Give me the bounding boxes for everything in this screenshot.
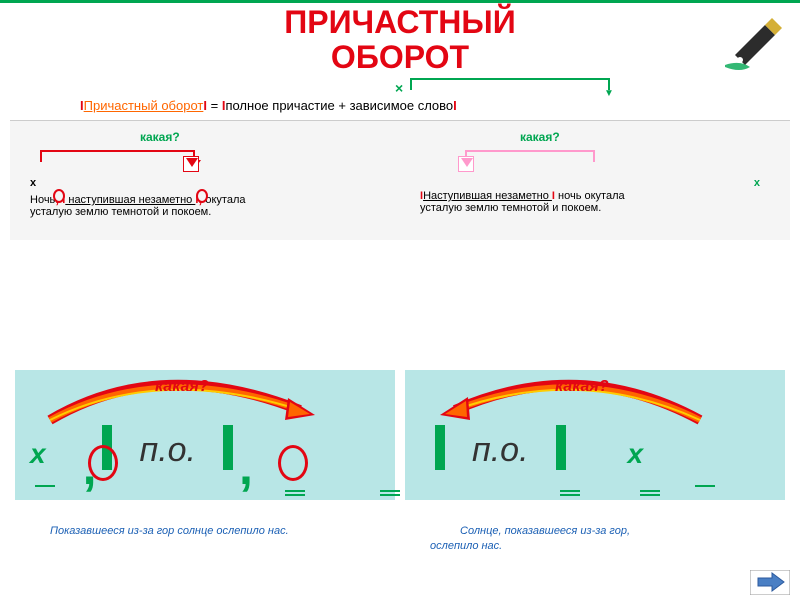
bottom-sentence-left: Показавшееся из-за гор солнце ослепило н… xyxy=(50,525,289,537)
example-right-line2: усталую землю темнотой и покоем. xyxy=(420,202,601,214)
diagram-left-content: x , п.о. , xyxy=(30,425,253,470)
example-left-x: x xyxy=(30,177,36,189)
formula-x-mark: × xyxy=(395,80,403,96)
example-right-post: ночь окутала xyxy=(555,190,625,202)
formula-row: IПричастный оборотI = Iполное причастие … xyxy=(80,98,457,113)
formula-left-text: Причастный оборот xyxy=(84,98,204,113)
example-right-bracket xyxy=(465,150,595,162)
bottom-sentence-right-1: Солнце, показавшееся из-за гор, xyxy=(460,525,630,537)
diagram-left-po: п.о. xyxy=(139,431,196,470)
example-right-arrow-inner xyxy=(461,158,473,167)
title-line2: ОБОРОТ xyxy=(331,39,469,75)
diagram-right-po: п.о. xyxy=(472,431,529,470)
example-left-post: окутала xyxy=(205,194,245,206)
example-right-mid: Наступившая незаметно xyxy=(423,190,552,202)
example-left-arrow-inner xyxy=(186,158,198,167)
example-left-pre: Ночь xyxy=(30,194,55,206)
top-border xyxy=(0,0,800,3)
example-left: какая? x Ночь, I наступившая незаметно I… xyxy=(30,130,390,190)
bottom-sentence-right-2: ослепило нас. xyxy=(430,540,502,552)
example-left-line2: усталую землю темнотой и покоем. xyxy=(30,206,211,218)
example-right: какая? x IНаступившая незаметно I ночь о… xyxy=(420,130,780,190)
diagram-right-q: какая? xyxy=(555,378,609,396)
diagram-right-bar1 xyxy=(435,425,445,470)
diagram-right-dash-x xyxy=(695,485,715,487)
diagram-right-x: x xyxy=(628,438,644,470)
title-line1: ПРИЧАСТНЫЙ xyxy=(284,4,515,40)
diagram-left-circle2 xyxy=(278,445,308,481)
page-title: ПРИЧАСТНЫЙ ОБОРОТ xyxy=(0,5,800,75)
nav-next-icon[interactable] xyxy=(750,570,790,595)
diagram-left-circle1 xyxy=(88,445,118,481)
example-left-mid: наступившая незаметно xyxy=(65,194,195,206)
diagram-left-comma2: , xyxy=(239,455,253,480)
diagram-left-bar2 xyxy=(223,425,233,470)
diagram-left-q: какая? xyxy=(155,378,209,396)
formula-bar-4: I xyxy=(453,98,457,113)
diagram-left-x: x xyxy=(30,438,46,470)
formula-right-text: полное причастие + зависимое слово xyxy=(225,98,453,113)
example-left-question: какая? xyxy=(140,130,180,144)
formula-arrow-tip: ▼ xyxy=(604,88,614,99)
diagram-right-bar2 xyxy=(556,425,566,470)
diagram-left-dash-x xyxy=(35,485,55,487)
example-left-bracket xyxy=(40,150,195,162)
formula-bracket xyxy=(410,78,610,90)
example-right-x: x xyxy=(754,177,760,189)
formula-bar-2: I xyxy=(203,98,207,113)
example-right-question: какая? xyxy=(520,130,560,144)
formula-eq: = xyxy=(211,98,222,113)
diagram-right-content: п.о. x xyxy=(435,425,643,470)
